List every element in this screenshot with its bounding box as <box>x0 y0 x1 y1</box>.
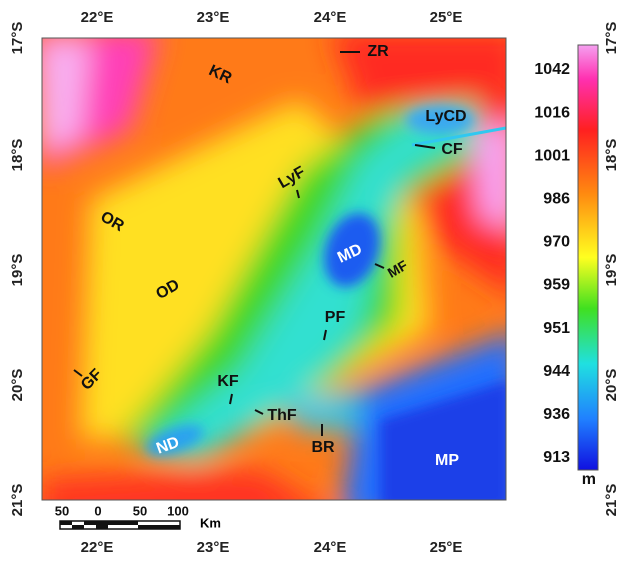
scale-bar <box>60 521 180 529</box>
feature-label: PF <box>325 309 346 326</box>
longitude-label: 22°E <box>81 539 114 556</box>
colorbar-label: 959 <box>543 277 570 294</box>
latitude-label: 17°S <box>603 22 620 55</box>
longitude-label: 25°E <box>430 539 463 556</box>
feature-label: ThF <box>267 407 297 424</box>
colorbar-unit: m <box>582 471 596 488</box>
longitude-label: 24°E <box>314 9 347 26</box>
colorbar <box>578 45 598 470</box>
feature-label: MP <box>435 452 459 469</box>
colorbar-label: 1001 <box>534 147 570 164</box>
longitude-label: 23°E <box>197 539 230 556</box>
colorbar-label: 951 <box>543 320 570 337</box>
scale-label: 0 <box>94 503 101 518</box>
colorbar-label: 1016 <box>534 104 570 121</box>
feature-label: ZR <box>367 43 389 60</box>
colorbar-label: 913 <box>543 449 570 466</box>
feature-label: LyCD <box>425 108 466 125</box>
colorbar-labels: 1042 1016 1001 986 970 959 951 944 936 913 <box>534 61 570 466</box>
latitude-label: 21°S <box>9 484 26 517</box>
scale-label: 50 <box>55 503 69 518</box>
scale-label: 100 <box>167 503 189 518</box>
latitude-label: 20°S <box>603 369 620 402</box>
feature-label: KF <box>217 373 239 390</box>
scale-bar-labels: 50 0 50 100 <box>55 503 189 518</box>
latitude-label: 19°S <box>603 254 620 287</box>
longitude-label: 23°E <box>197 9 230 26</box>
colorbar-label: 986 <box>543 191 570 208</box>
latitude-label: 17°S <box>9 22 26 55</box>
latitude-label: 18°S <box>603 139 620 172</box>
feature-label: BR <box>311 439 335 456</box>
colorbar-label: 970 <box>543 234 570 251</box>
scale-unit: Km <box>200 515 221 530</box>
colorbar-label: 944 <box>543 363 570 380</box>
feature-label: CF <box>441 141 463 158</box>
map-figure: 22°E 22°E 23°E 23°E 24°E 24°E 25°E 25°E 17°S 17°S… <box>0 0 628 562</box>
colorbar-label: 936 <box>543 406 570 423</box>
longitude-label: 24°E <box>314 539 347 556</box>
longitude-label: 25°E <box>430 9 463 26</box>
latitude-label: 20°S <box>9 369 26 402</box>
scale-label: 50 <box>133 503 147 518</box>
latitude-label: 18°S <box>9 139 26 172</box>
elevation-map <box>30 30 520 520</box>
colorbar-label: 1042 <box>534 61 570 78</box>
longitude-label: 22°E <box>81 9 114 26</box>
latitude-label: 19°S <box>9 254 26 287</box>
latitude-label: 21°S <box>603 484 620 517</box>
